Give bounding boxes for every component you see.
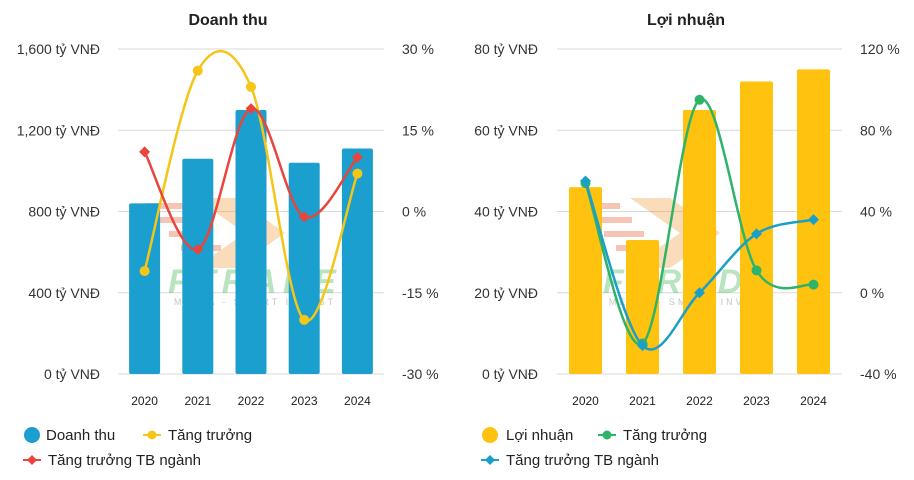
profit-y2-tick-label: 120 % [860,41,900,57]
profit-industry-point-2022 [694,287,705,299]
profit-y2-tick-label: -40 % [860,366,897,382]
revenue-growth-point-2023 [299,314,310,325]
revenue-x-tick-label: 2021 [184,394,211,408]
revenue-legend-item[interactable]: Tăng trưởng [143,427,252,444]
profit-chart: Lợi nhuận 0 tỷ VNĐ -40 % 20 tỷ VNĐ 0 % 40 tỷ … [474,12,900,469]
revenue-bar-2021 [182,158,214,374]
revenue-legend-marker [147,430,157,440]
profit-y-tick-label: 40 tỷ VNĐ [474,204,538,220]
profit-y-tick-label: 20 tỷ VNĐ [474,285,538,301]
profit-x-tick-label: 2024 [800,394,827,408]
revenue-growth-point-2022 [246,81,256,92]
revenue-legend-item[interactable]: Doanh thu [24,427,115,444]
revenue-y2-tick-label: 30 % [402,41,434,57]
profit-x-tick-label: 2020 [572,394,599,408]
revenue-chart: Doanh thu 0 tỷ VNĐ -30 % 400 tỷ VNĐ -15 % 800… [17,12,439,469]
revenue-legend-bar-swatch [24,427,40,443]
profit-growth-point-2024 [808,279,819,290]
revenue-x-tick-label: 2024 [344,394,371,408]
profit-legend-label: Tăng trưởng [623,427,707,444]
profit-line-industry-growth [584,180,814,351]
revenue-y2-tick-label: -15 % [402,285,439,301]
profit-legend-item[interactable]: Tăng trưởng [598,427,707,444]
profit-legend-marker [485,455,495,465]
revenue-y2-tick-label: 0 % [402,204,426,220]
revenue-growth-point-2024 [352,168,363,179]
profit-y2-tick-label: 80 % [860,122,892,138]
revenue-industry-point-2021 [192,243,204,255]
profit-title: Lợi nhuận [647,12,725,29]
profit-legend-label: Tăng trưởng TB ngành [506,452,659,469]
revenue-y-tick-label: 400 tỷ VNĐ [28,285,100,301]
revenue-bar-2024 [341,148,373,374]
revenue-title: Doanh thu [188,12,267,29]
profit-legend-item[interactable]: Lợi nhuận [482,427,573,444]
revenue-industry-point-2020 [139,146,151,158]
profit-industry-point-2024 [808,214,819,226]
revenue-x-tick-label: 2020 [131,394,158,408]
profit-growth-point-2022 [694,94,705,105]
revenue-bar-2020 [129,203,161,374]
revenue-y2-tick-label: -30 % [402,366,439,382]
revenue-x-tick-label: 2023 [291,394,318,408]
revenue-y-tick-label: 0 tỷ VNĐ [44,366,100,382]
revenue-watermark-stripe [145,203,185,209]
profit-watermark-stripe [592,217,632,223]
revenue-bar-2022 [235,109,267,374]
revenue-industry-point-2023 [298,211,310,223]
profit-growth-point-2023 [751,265,762,276]
profit-legend-bar-swatch [482,427,498,443]
profit-watermark-stripe [604,231,644,237]
profit-y-tick-label: 0 tỷ VNĐ [482,366,538,382]
profit-y2-tick-label: 40 % [860,204,892,220]
revenue-y-tick-label: 1,600 tỷ VNĐ [17,41,100,57]
revenue-x-tick-label: 2022 [238,394,265,408]
profit-legend-item[interactable]: Tăng trưởng TB ngành [481,452,659,469]
revenue-y-tick-label: 800 tỷ VNĐ [28,204,100,220]
profit-x-tick-label: 2021 [629,394,656,408]
profit-x-tick-label: 2023 [743,394,770,408]
profit-y-tick-label: 60 tỷ VNĐ [474,122,538,138]
profit-legend-label: Lợi nhuận [506,427,573,444]
revenue-legend-item[interactable]: Tăng trưởng TB ngành [23,452,201,469]
revenue-legend-label: Doanh thu [46,427,115,444]
revenue-bar-2023 [288,162,320,374]
revenue-line-growth [143,49,359,322]
profit-industry-point-2020 [580,175,591,187]
revenue-industry-point-2024 [351,151,363,163]
revenue-legend-marker [27,455,37,465]
profit-y-tick-label: 80 tỷ VNĐ [474,41,538,57]
profit-bar-2021 [626,239,659,374]
revenue-legend-label: Tăng trưởng [168,427,252,444]
revenue-y-tick-label: 1,200 tỷ VNĐ [17,122,100,138]
profit-y2-tick-label: 0 % [860,285,884,301]
revenue-y2-tick-label: 15 % [402,122,434,138]
profit-bar-2022 [683,109,716,374]
profit-industry-point-2021 [637,340,648,352]
revenue-growth-point-2021 [192,65,203,76]
profit-bar-2020 [569,187,602,374]
revenue-industry-point-2022 [245,103,257,115]
revenue-legend-label: Tăng trưởng TB ngành [48,452,201,469]
profit-x-tick-label: 2022 [686,394,713,408]
profit-legend-marker [602,430,612,440]
revenue-watermark-stripe [157,217,197,223]
revenue-growth-point-2020 [139,266,150,277]
profit-industry-point-2023 [751,228,762,240]
profit-bar-2023 [740,81,773,374]
